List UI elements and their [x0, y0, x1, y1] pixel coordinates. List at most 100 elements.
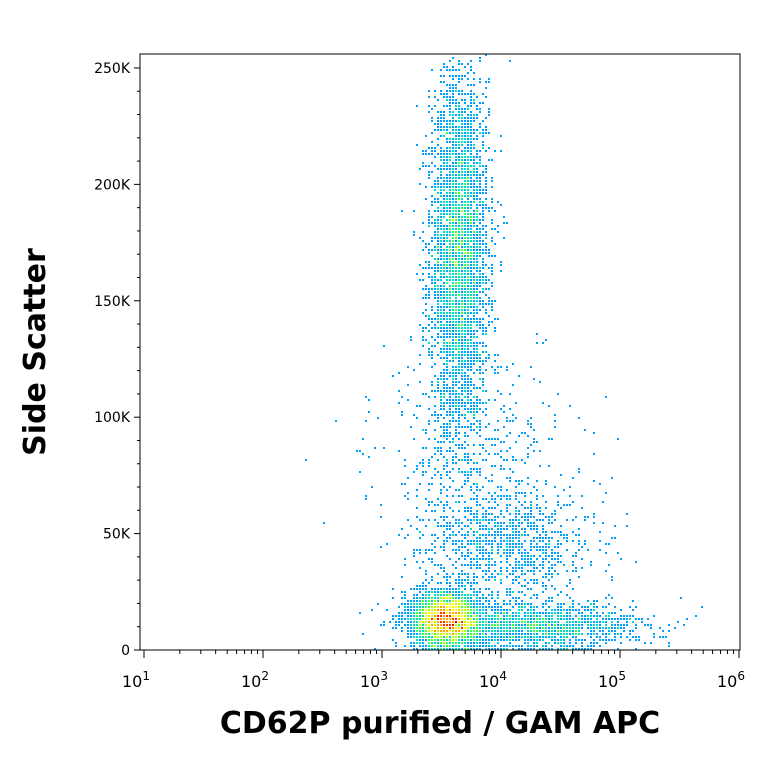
density-dot	[437, 258, 439, 260]
density-dot	[449, 285, 451, 287]
density-dot	[608, 630, 610, 632]
density-dot	[443, 615, 445, 617]
density-dot	[464, 537, 466, 539]
density-dot	[464, 333, 466, 335]
density-dot	[428, 354, 430, 356]
density-dot	[593, 639, 595, 641]
density-dot	[431, 534, 433, 536]
density-dot	[596, 633, 598, 635]
density-dot	[566, 627, 568, 629]
density-dot	[467, 540, 469, 542]
density-dot	[491, 219, 493, 221]
density-dot	[488, 249, 490, 251]
density-dot	[443, 393, 445, 395]
density-dot	[536, 624, 538, 626]
density-dot	[461, 357, 463, 359]
density-dot	[425, 591, 427, 593]
density-dot	[536, 639, 538, 641]
density-dot	[470, 249, 472, 251]
density-dot	[449, 534, 451, 536]
density-dot	[440, 489, 442, 491]
density-dot	[434, 285, 436, 287]
density-dot	[476, 600, 478, 602]
density-dot	[452, 438, 454, 440]
density-dot	[557, 612, 559, 614]
density-dot	[476, 321, 478, 323]
density-dot	[578, 468, 580, 470]
density-dot	[458, 594, 460, 596]
density-dot	[449, 204, 451, 206]
density-dot	[500, 261, 502, 263]
density-dot	[491, 159, 493, 161]
density-dot	[461, 99, 463, 101]
density-dot	[440, 201, 442, 203]
density-dot	[398, 624, 400, 626]
density-dot	[524, 540, 526, 542]
density-dot	[659, 627, 661, 629]
density-dot	[422, 582, 424, 584]
density-dot	[455, 534, 457, 536]
density-dot	[452, 300, 454, 302]
density-dot	[482, 132, 484, 134]
density-dot	[539, 621, 541, 623]
density-dot	[599, 624, 601, 626]
density-dot	[608, 627, 610, 629]
density-dot	[461, 612, 463, 614]
density-dot	[530, 579, 532, 581]
density-dot	[470, 252, 472, 254]
density-dot	[491, 513, 493, 515]
density-dot	[431, 621, 433, 623]
density-dot	[470, 288, 472, 290]
density-dot	[494, 438, 496, 440]
density-dot	[452, 138, 454, 140]
density-dot	[464, 342, 466, 344]
density-dot	[554, 624, 556, 626]
density-dot	[464, 123, 466, 125]
density-dot	[506, 477, 508, 479]
density-dot	[512, 414, 514, 416]
density-dot	[515, 567, 517, 569]
density-dot	[635, 627, 637, 629]
density-dot	[446, 240, 448, 242]
density-dot	[533, 609, 535, 611]
density-dot	[449, 393, 451, 395]
density-dot	[512, 537, 514, 539]
density-dot	[473, 195, 475, 197]
density-dot	[443, 372, 445, 374]
density-dot	[464, 222, 466, 224]
density-dot	[461, 318, 463, 320]
density-dot	[527, 642, 529, 644]
density-dot	[449, 330, 451, 332]
density-dot	[473, 255, 475, 257]
density-dot	[443, 105, 445, 107]
density-dot	[497, 633, 499, 635]
density-dot	[401, 576, 403, 578]
density-dot	[470, 507, 472, 509]
density-dot	[500, 567, 502, 569]
density-dot	[434, 156, 436, 158]
density-dot	[674, 627, 676, 629]
density-dot	[569, 633, 571, 635]
density-dot	[404, 612, 406, 614]
density-dot	[467, 141, 469, 143]
density-dot	[521, 633, 523, 635]
density-dot	[467, 159, 469, 161]
density-dot	[470, 267, 472, 269]
density-dot	[452, 534, 454, 536]
density-dot	[446, 597, 448, 599]
density-dot	[446, 414, 448, 416]
density-dot	[482, 513, 484, 515]
density-dot	[479, 357, 481, 359]
density-dot	[482, 219, 484, 221]
density-dot	[449, 69, 451, 71]
density-dot	[533, 486, 535, 488]
density-dot	[434, 447, 436, 449]
density-dot	[503, 624, 505, 626]
density-dot	[464, 147, 466, 149]
density-dot	[440, 588, 442, 590]
density-dot	[458, 303, 460, 305]
density-dot	[449, 84, 451, 86]
density-dot	[482, 552, 484, 554]
density-dot	[449, 228, 451, 230]
density-dot	[434, 294, 436, 296]
